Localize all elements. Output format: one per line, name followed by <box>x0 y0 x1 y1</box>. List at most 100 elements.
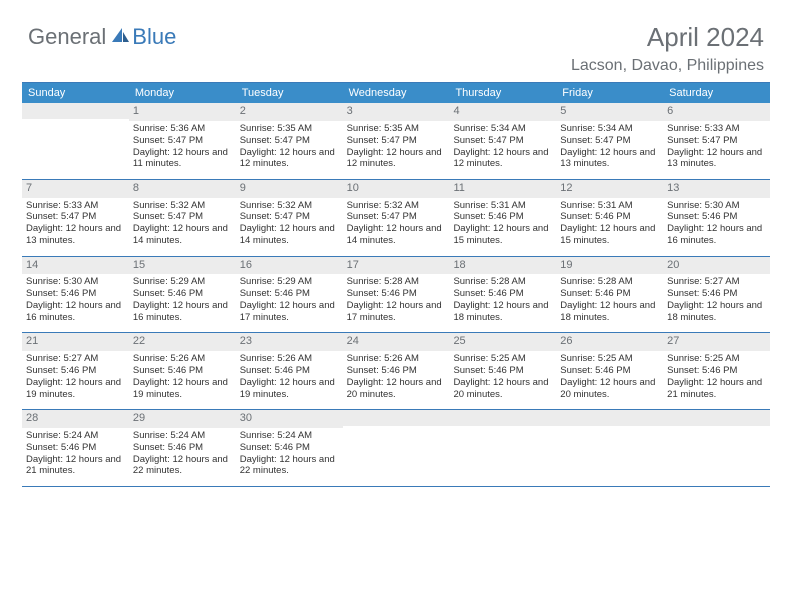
sunrise-line: Sunrise: 5:34 AM <box>453 123 552 135</box>
day-body: Sunrise: 5:24 AMSunset: 5:46 PMDaylight:… <box>22 428 129 486</box>
day-number: 27 <box>663 333 770 351</box>
sunset-line: Sunset: 5:46 PM <box>26 288 125 300</box>
sunset-line: Sunset: 5:46 PM <box>560 288 659 300</box>
sunset-line: Sunset: 5:46 PM <box>667 288 766 300</box>
day-number: 17 <box>343 257 450 275</box>
day-body: Sunrise: 5:27 AMSunset: 5:46 PMDaylight:… <box>663 274 770 332</box>
week-row: 14Sunrise: 5:30 AMSunset: 5:46 PMDayligh… <box>22 257 770 334</box>
day-cell: 30Sunrise: 5:24 AMSunset: 5:46 PMDayligh… <box>236 410 343 486</box>
day-number: 1 <box>129 103 236 121</box>
day-body: Sunrise: 5:25 AMSunset: 5:46 PMDaylight:… <box>449 351 556 409</box>
sunset-line: Sunset: 5:46 PM <box>26 365 125 377</box>
daylight-line: Daylight: 12 hours and 21 minutes. <box>667 377 766 401</box>
sunrise-line: Sunrise: 5:32 AM <box>133 200 232 212</box>
day-number: 3 <box>343 103 450 121</box>
day-body: Sunrise: 5:28 AMSunset: 5:46 PMDaylight:… <box>556 274 663 332</box>
sunset-line: Sunset: 5:46 PM <box>26 442 125 454</box>
weekday-header: Monday <box>129 83 236 103</box>
day-cell: 17Sunrise: 5:28 AMSunset: 5:46 PMDayligh… <box>343 257 450 333</box>
day-number <box>663 410 770 426</box>
day-cell: 27Sunrise: 5:25 AMSunset: 5:46 PMDayligh… <box>663 333 770 409</box>
sunset-line: Sunset: 5:47 PM <box>560 135 659 147</box>
day-number: 4 <box>449 103 556 121</box>
day-number: 5 <box>556 103 663 121</box>
weekday-header: Wednesday <box>343 83 450 103</box>
day-body: Sunrise: 5:34 AMSunset: 5:47 PMDaylight:… <box>556 121 663 179</box>
day-cell: 3Sunrise: 5:35 AMSunset: 5:47 PMDaylight… <box>343 103 450 179</box>
day-body <box>449 426 556 484</box>
logo-text-blue: Blue <box>132 24 176 50</box>
daylight-line: Daylight: 12 hours and 20 minutes. <box>453 377 552 401</box>
sunset-line: Sunset: 5:47 PM <box>453 135 552 147</box>
sunset-line: Sunset: 5:46 PM <box>133 288 232 300</box>
daylight-line: Daylight: 12 hours and 13 minutes. <box>560 147 659 171</box>
day-body: Sunrise: 5:35 AMSunset: 5:47 PMDaylight:… <box>236 121 343 179</box>
day-body: Sunrise: 5:28 AMSunset: 5:46 PMDaylight:… <box>343 274 450 332</box>
day-body: Sunrise: 5:30 AMSunset: 5:46 PMDaylight:… <box>663 198 770 256</box>
day-number: 23 <box>236 333 343 351</box>
day-cell: 23Sunrise: 5:26 AMSunset: 5:46 PMDayligh… <box>236 333 343 409</box>
day-number <box>556 410 663 426</box>
daylight-line: Daylight: 12 hours and 12 minutes. <box>453 147 552 171</box>
daylight-line: Daylight: 12 hours and 19 minutes. <box>133 377 232 401</box>
weekday-header: Friday <box>556 83 663 103</box>
weekday-header: Sunday <box>22 83 129 103</box>
day-body: Sunrise: 5:31 AMSunset: 5:46 PMDaylight:… <box>556 198 663 256</box>
sunset-line: Sunset: 5:47 PM <box>133 211 232 223</box>
sunrise-line: Sunrise: 5:27 AM <box>667 276 766 288</box>
day-body: Sunrise: 5:34 AMSunset: 5:47 PMDaylight:… <box>449 121 556 179</box>
location-subtitle: Lacson, Davao, Philippines <box>571 57 764 75</box>
daylight-line: Daylight: 12 hours and 18 minutes. <box>667 300 766 324</box>
day-cell: 1Sunrise: 5:36 AMSunset: 5:47 PMDaylight… <box>129 103 236 179</box>
day-number: 25 <box>449 333 556 351</box>
sunset-line: Sunset: 5:46 PM <box>453 365 552 377</box>
day-cell: 10Sunrise: 5:32 AMSunset: 5:47 PMDayligh… <box>343 180 450 256</box>
day-cell: 9Sunrise: 5:32 AMSunset: 5:47 PMDaylight… <box>236 180 343 256</box>
day-cell: 25Sunrise: 5:25 AMSunset: 5:46 PMDayligh… <box>449 333 556 409</box>
sunrise-line: Sunrise: 5:26 AM <box>133 353 232 365</box>
sunset-line: Sunset: 5:46 PM <box>667 211 766 223</box>
day-body <box>556 426 663 484</box>
daylight-line: Daylight: 12 hours and 13 minutes. <box>26 223 125 247</box>
day-number: 28 <box>22 410 129 428</box>
day-cell: 15Sunrise: 5:29 AMSunset: 5:46 PMDayligh… <box>129 257 236 333</box>
daylight-line: Daylight: 12 hours and 14 minutes. <box>347 223 446 247</box>
day-number: 11 <box>449 180 556 198</box>
sunset-line: Sunset: 5:46 PM <box>560 211 659 223</box>
weekday-header-row: SundayMondayTuesdayWednesdayThursdayFrid… <box>22 83 770 103</box>
week-row: 7 Sunrise: 5:33 AM Sunset: 5:47 PM Daylight… <box>22 180 770 257</box>
day-number: 7 <box>22 180 129 198</box>
day-body <box>22 119 129 177</box>
day-body <box>343 426 450 484</box>
sunrise-line: Sunrise: 5:27 AM <box>26 353 125 365</box>
day-number: 29 <box>129 410 236 428</box>
day-number: 21 <box>22 333 129 351</box>
daylight-line: Daylight: 12 hours and 12 minutes. <box>240 147 339 171</box>
day-number: 15 <box>129 257 236 275</box>
daylight-line: Daylight: 12 hours and 17 minutes. <box>347 300 446 324</box>
day-body: Sunrise: 5:28 AMSunset: 5:46 PMDaylight:… <box>449 274 556 332</box>
day-number: 18 <box>449 257 556 275</box>
daylight-line: Daylight: 12 hours and 20 minutes. <box>347 377 446 401</box>
sunrise-line: Sunrise: 5:31 AM <box>560 200 659 212</box>
day-body: Sunrise: 5:26 AMSunset: 5:46 PMDaylight:… <box>343 351 450 409</box>
sunrise-line: Sunrise: 5:33 AM <box>26 200 125 212</box>
day-cell: 6Sunrise: 5:33 AMSunset: 5:47 PMDaylight… <box>663 103 770 179</box>
daylight-line: Daylight: 12 hours and 14 minutes. <box>240 223 339 247</box>
week-row: 1Sunrise: 5:36 AMSunset: 5:47 PMDaylight… <box>22 103 770 180</box>
day-number: 22 <box>129 333 236 351</box>
day-cell: 5Sunrise: 5:34 AMSunset: 5:47 PMDaylight… <box>556 103 663 179</box>
day-cell <box>22 103 129 179</box>
sunrise-line: Sunrise: 5:25 AM <box>667 353 766 365</box>
sunrise-line: Sunrise: 5:25 AM <box>453 353 552 365</box>
weekday-header: Thursday <box>449 83 556 103</box>
sunrise-line: Sunrise: 5:33 AM <box>667 123 766 135</box>
day-number: 6 <box>663 103 770 121</box>
day-number: 10 <box>343 180 450 198</box>
sunset-line: Sunset: 5:46 PM <box>240 442 339 454</box>
daylight-line: Daylight: 12 hours and 15 minutes. <box>453 223 552 247</box>
sunrise-line: Sunrise: 5:30 AM <box>26 276 125 288</box>
week-row: 21Sunrise: 5:27 AMSunset: 5:46 PMDayligh… <box>22 333 770 410</box>
daylight-line: Daylight: 12 hours and 17 minutes. <box>240 300 339 324</box>
daylight-line: Daylight: 12 hours and 13 minutes. <box>667 147 766 171</box>
